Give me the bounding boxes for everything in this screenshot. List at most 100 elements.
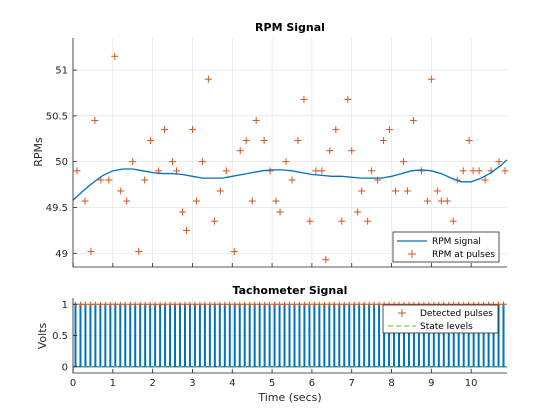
tach-pulse-marker bbox=[222, 301, 228, 307]
tach-pulse-marker bbox=[257, 301, 263, 307]
rpm-plot-area bbox=[73, 38, 507, 267]
tach-pulse-marker bbox=[232, 301, 238, 307]
tach-x-tick-label: 5 bbox=[269, 378, 275, 389]
rpm-pulse-point bbox=[178, 208, 186, 216]
rpm-pulse-point bbox=[386, 126, 394, 134]
tach-pulse-marker bbox=[341, 301, 347, 307]
rpm-pulse-point bbox=[443, 197, 451, 205]
rpm-pulse-point bbox=[216, 187, 224, 195]
rpm-pulse-point bbox=[364, 217, 372, 225]
tach-pulse-marker bbox=[296, 301, 302, 307]
tach-pulse-marker bbox=[172, 301, 178, 307]
rpm-y-tick-label: 50.5 bbox=[46, 111, 68, 122]
rpm-pulse-point bbox=[348, 147, 356, 155]
tach-pulse-marker bbox=[301, 301, 307, 307]
tach-x-tick-label: 3 bbox=[189, 378, 195, 389]
rpm-pulse-point bbox=[282, 158, 290, 166]
rpm-pulse-point bbox=[423, 197, 431, 205]
tach-x-axis-label: Time (secs) bbox=[257, 391, 321, 404]
tach-pulse-marker bbox=[306, 301, 312, 307]
tach-pulse-marker bbox=[127, 301, 133, 307]
tach-pulse-marker bbox=[117, 301, 123, 307]
tach-pulse-marker bbox=[162, 301, 168, 307]
tach-x-tick-label: 0 bbox=[70, 378, 76, 389]
tach-x-tick-label: 10 bbox=[465, 378, 478, 389]
tach-pulse-marker bbox=[107, 301, 113, 307]
rpm-pulse-point bbox=[427, 75, 435, 83]
rpm-pulse-point bbox=[409, 116, 417, 124]
rpm-pulse-point bbox=[161, 126, 169, 134]
rpm-pulse-point bbox=[288, 176, 296, 184]
tach-legend: Detected pulses State levels bbox=[382, 304, 499, 334]
rpm-pulse-point bbox=[105, 176, 113, 184]
tach-pulse-marker bbox=[282, 301, 288, 307]
tach-pulse-marker bbox=[82, 301, 88, 307]
tach-pulse-marker bbox=[376, 301, 382, 307]
rpm-pulse-point bbox=[236, 147, 244, 155]
tach-pulse-marker bbox=[187, 301, 193, 307]
rpm-pulse-point bbox=[182, 226, 190, 234]
tach-pulse-marker bbox=[277, 301, 283, 307]
tach-pulse-marker bbox=[311, 301, 317, 307]
legend-rpm-pulses-label: RPM at pulses bbox=[432, 250, 495, 260]
rpm-pulse-point bbox=[242, 137, 250, 145]
tach-pulse-marker bbox=[291, 301, 297, 307]
tach-y-tick-label: 0.5 bbox=[52, 331, 68, 342]
rpm-pulse-point bbox=[272, 197, 280, 205]
tach-pulse-marker bbox=[361, 301, 367, 307]
tach-pulse-marker bbox=[217, 301, 223, 307]
tach-pulse-marker bbox=[326, 301, 332, 307]
rpm-pulse-point bbox=[198, 158, 206, 166]
rpm-pulse-point bbox=[368, 167, 376, 175]
rpm-pulse-point bbox=[230, 247, 238, 255]
tach-pulse-marker bbox=[252, 301, 258, 307]
rpm-pulse-point bbox=[380, 137, 388, 145]
rpm-legend: RPM signal RPM at pulses bbox=[392, 231, 500, 263]
rpm-pulse-point bbox=[433, 187, 441, 195]
rpm-pulse-point bbox=[449, 217, 457, 225]
tach-pulse-marker bbox=[356, 301, 362, 307]
tach-pulse-marker bbox=[287, 301, 293, 307]
rpm-pulse-point bbox=[294, 137, 302, 145]
rpm-pulse-point bbox=[260, 137, 268, 145]
rpm-pulse-markers bbox=[73, 52, 509, 264]
rpm-y-tick-label: 49.5 bbox=[46, 203, 68, 214]
rpm-pulse-point bbox=[300, 95, 308, 103]
tach-pulse-marker bbox=[496, 301, 502, 307]
rpm-pulse-point bbox=[306, 217, 314, 225]
legend-rpm-signal-label: RPM signal bbox=[432, 237, 481, 247]
tach-pulse-marker bbox=[197, 301, 203, 307]
tach-pulse-marker bbox=[336, 301, 342, 307]
rpm-pulse-point bbox=[210, 217, 218, 225]
rpm-pulse-point bbox=[248, 197, 256, 205]
rpm-pulse-point bbox=[338, 217, 346, 225]
rpm-pulse-point bbox=[111, 52, 119, 60]
legend-rpm-pulses-swatch bbox=[408, 250, 416, 258]
rpm-pulse-point bbox=[495, 158, 503, 166]
tach-pulse-marker bbox=[331, 301, 337, 307]
rpm-pulse-point bbox=[312, 167, 320, 175]
tach-pulse-marker bbox=[132, 301, 138, 307]
legend-detected-pulses-swatch bbox=[398, 309, 406, 317]
tach-x-tick-label: 4 bbox=[229, 378, 235, 389]
tach-pulse-marker bbox=[242, 301, 248, 307]
rpm-y-tick-label: 50 bbox=[55, 157, 68, 168]
rpm-pulse-point bbox=[117, 187, 125, 195]
tach-pulse-marker bbox=[366, 301, 372, 307]
tach-x-tick-label: 6 bbox=[309, 378, 315, 389]
tach-y-tick-label: 0 bbox=[62, 362, 68, 373]
rpm-pulse-point bbox=[322, 256, 330, 264]
tach-pulse-marker bbox=[87, 301, 93, 307]
rpm-pulse-point bbox=[392, 187, 400, 195]
tach-pulse-marker bbox=[501, 301, 507, 307]
rpm-pulse-point bbox=[403, 187, 411, 195]
rpm-y-tick-label: 51 bbox=[55, 66, 68, 77]
tach-pulse-marker bbox=[371, 301, 377, 307]
tach-pulse-marker bbox=[351, 301, 357, 307]
rpm-pulse-point bbox=[73, 167, 81, 175]
rpm-pulse-point bbox=[318, 167, 326, 175]
tach-y-ticks: 00.51 bbox=[52, 300, 77, 373]
rpm-y-tick-label: 49 bbox=[55, 249, 68, 260]
rpm-pulse-point bbox=[222, 167, 230, 175]
